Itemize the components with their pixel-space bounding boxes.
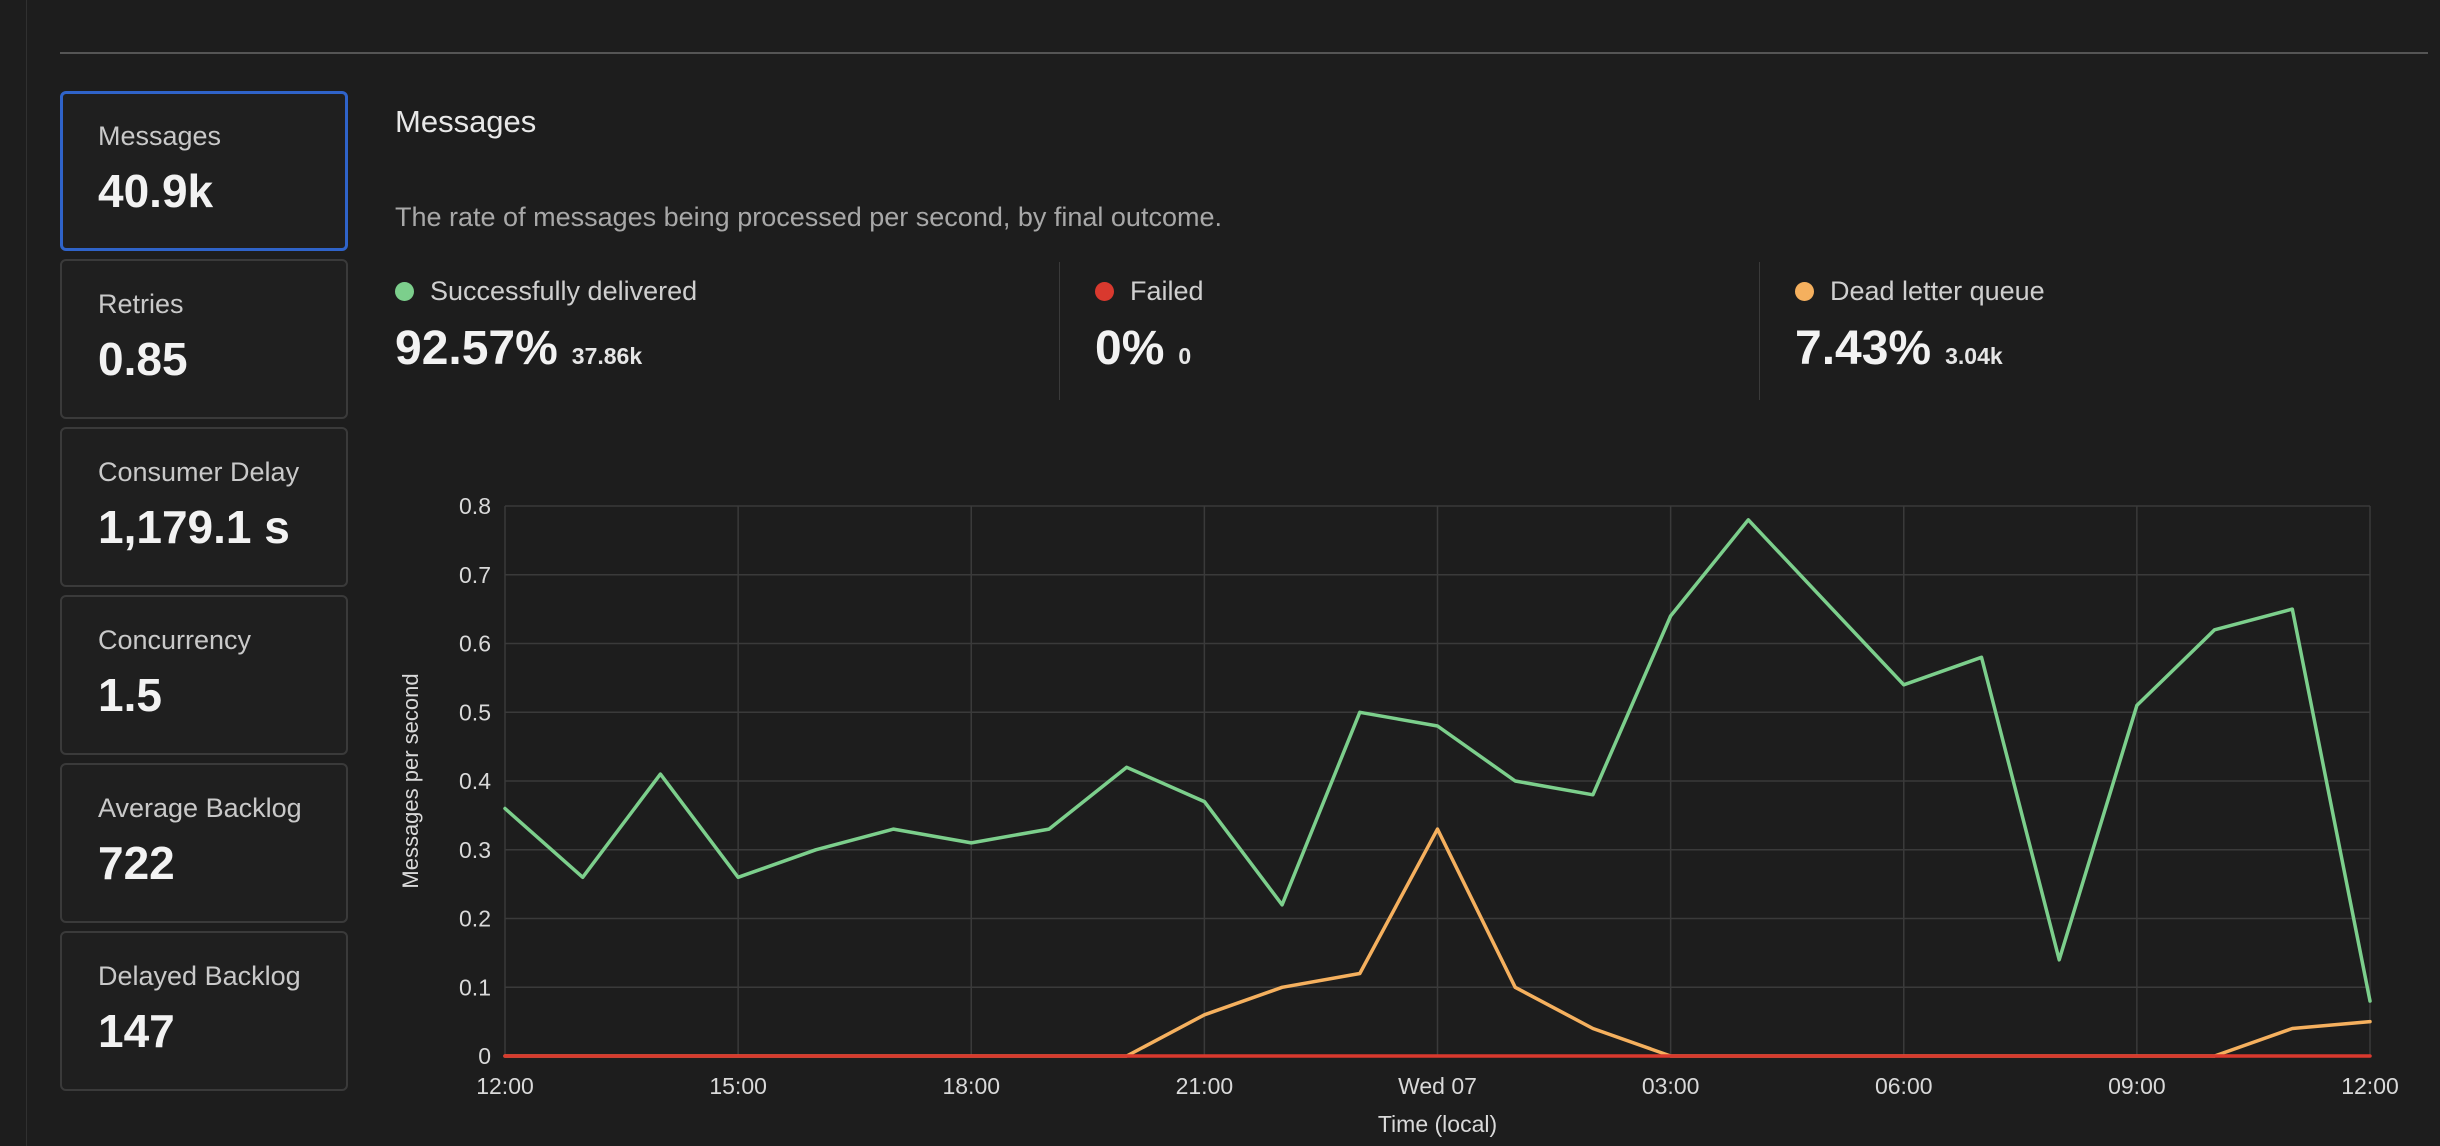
stat-count: 0: [1178, 343, 1192, 369]
stat-percent: 92.57%: [395, 322, 558, 375]
metric-value: 40.9k: [98, 165, 214, 217]
metric-value: 1,179.1 s: [98, 501, 290, 553]
x-tick-label: 21:00: [1176, 1073, 1234, 1099]
x-tick-label: 12:00: [476, 1073, 534, 1099]
metric-card-delayed-backlog[interactable]: Delayed Backlog 147: [60, 931, 348, 1091]
stat-label: Successfully delivered: [430, 276, 698, 306]
y-tick-label: 0.6: [459, 631, 491, 657]
y-tick-label: 0.8: [459, 493, 491, 519]
y-tick-label: 0.5: [459, 699, 491, 725]
metric-value: 147: [98, 1005, 175, 1057]
metric-label: Consumer Delay: [98, 457, 300, 487]
stat-successfully-delivered: Successfully delivered 92.57% 37.86k: [395, 262, 697, 402]
y-tick-label: 0: [478, 1043, 491, 1069]
stat-percent: 0%: [1095, 322, 1165, 375]
stat-dead-letter-queue: Dead letter queue 7.43% 3.04k: [1795, 262, 2045, 402]
x-tick-label: Wed 07: [1398, 1073, 1477, 1099]
y-tick-label: 0.1: [459, 974, 491, 1000]
header-divider: [60, 52, 2428, 54]
x-tick-label: 18:00: [942, 1073, 1000, 1099]
messages-line-chart: 0 0.1 0.2 0.3 0.4 0.5 0.6 0.7 0.8 12:00 15:00 18:00…: [398, 493, 2399, 1137]
stat-count: 37.86k: [571, 343, 643, 369]
metric-card-consumer-delay[interactable]: Consumer Delay 1,179.1 s: [60, 427, 348, 587]
metric-label: Delayed Backlog: [98, 961, 301, 991]
metric-value: 0.85: [98, 333, 188, 385]
series-line-successfully-delivered: [503, 518, 2372, 1003]
metric-card-retries[interactable]: Retries 0.85: [60, 259, 348, 419]
legend-dot-icon: [1095, 282, 1114, 301]
y-tick-label: 0.4: [459, 768, 491, 794]
stat-percent: 7.43%: [1795, 322, 1932, 375]
metric-value: 1.5: [98, 669, 162, 721]
stat-divider: [1759, 262, 1760, 400]
y-tick-label: 0.2: [459, 906, 491, 932]
panel-description: The rate of messages being processed per…: [395, 202, 1222, 232]
stat-failed: Failed 0% 0: [1095, 262, 1204, 402]
stat-count: 3.04k: [1945, 343, 2003, 369]
legend-dot-icon: [395, 282, 414, 301]
y-axis-title: Messages per second: [398, 673, 423, 888]
y-tick-label: 0.7: [459, 562, 491, 588]
stat-label: Failed: [1130, 276, 1204, 306]
left-edge-divider: [26, 0, 27, 1146]
metric-label: Messages: [98, 121, 222, 151]
x-tick-label: 03:00: [1642, 1073, 1700, 1099]
x-tick-label: 09:00: [2108, 1073, 2166, 1099]
stat-label: Dead letter queue: [1830, 276, 2045, 306]
metric-label: Concurrency: [98, 625, 252, 655]
metric-card-average-backlog[interactable]: Average Backlog 722: [60, 763, 348, 923]
x-axis-title: Time (local): [1378, 1111, 1497, 1137]
y-tick-label: 0.3: [459, 837, 491, 863]
outcome-stats: Successfully delivered 92.57% 37.86k Fail…: [395, 262, 2425, 402]
metric-label: Retries: [98, 289, 184, 319]
metric-label: Average Backlog: [98, 793, 302, 823]
panel-title: Messages: [395, 104, 537, 139]
stat-divider: [1059, 262, 1060, 400]
metric-card-concurrency[interactable]: Concurrency 1.5: [60, 595, 348, 755]
metrics-sidebar: Messages 40.9k Retries 0.85 Consumer Del…: [60, 91, 348, 1099]
metric-value: 722: [98, 837, 175, 889]
x-tick-label: 15:00: [709, 1073, 767, 1099]
metric-card-messages[interactable]: Messages 40.9k: [60, 91, 348, 251]
x-tick-label: 06:00: [1875, 1073, 1933, 1099]
legend-dot-icon: [1795, 282, 1814, 301]
x-tick-label: 12:00: [2341, 1073, 2399, 1099]
